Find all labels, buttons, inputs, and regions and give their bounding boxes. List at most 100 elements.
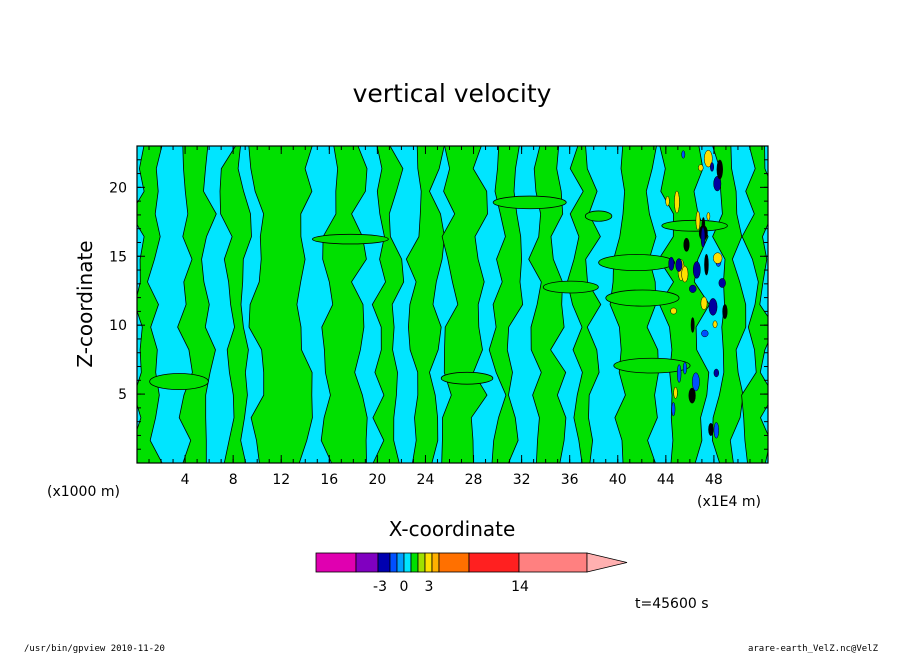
x-tick-label: 28: [465, 472, 483, 488]
positive-velocity-band: [248, 146, 313, 463]
strong-velocity-cell: [703, 149, 713, 168]
plot-area: [137, 146, 768, 463]
strong-velocity-cell: [674, 190, 680, 214]
strong-velocity-cells: [665, 149, 728, 439]
colorbar-segment: [315, 552, 357, 573]
positive-velocity-patch: [149, 373, 209, 391]
strong-velocity-cell: [713, 252, 723, 264]
positive-velocity-band: [320, 146, 368, 463]
time-label: t=45600 s: [635, 596, 709, 612]
positive-velocity-patch: [613, 357, 691, 374]
x-tick-label: 24: [417, 472, 435, 488]
strong-velocity-cell: [713, 422, 720, 439]
strong-velocity-cell: [692, 372, 700, 392]
colorbar-label-0: 0: [400, 579, 409, 595]
colorbar-arrow: [586, 552, 628, 573]
positive-velocity-band: [405, 146, 445, 463]
strong-velocity-cell: [681, 150, 686, 159]
colorbar-segment: [403, 552, 412, 573]
colorbar-segment: [355, 552, 379, 573]
positive-velocity-patch: [542, 280, 599, 294]
y-axis-label: Z-coordinate: [73, 240, 97, 367]
strong-velocity-cell: [683, 237, 690, 252]
strong-velocity-cell: [698, 164, 704, 172]
y-tick-label: 10: [109, 318, 127, 334]
x-axis-label: X-coordinate: [389, 517, 516, 541]
colorbar-segment: [468, 552, 520, 573]
colorbar-label-14: 14: [511, 579, 529, 595]
positive-velocity-patch: [440, 371, 494, 385]
x-tick-label: 20: [368, 472, 386, 488]
strong-velocity-cell: [708, 298, 718, 316]
strong-velocity-cell: [681, 265, 689, 283]
strong-velocity-cell: [700, 226, 706, 248]
positive-velocity-band: [219, 146, 252, 463]
strong-velocity-cell: [718, 278, 726, 288]
colorbar: [315, 552, 628, 573]
colorbar-segment: [424, 552, 433, 573]
colorbar-segment: [410, 552, 419, 573]
footer-left: /usr/bin/gpview 2010-11-20: [24, 644, 165, 654]
strong-velocity-cell: [712, 320, 718, 329]
x-tick-label: 12: [272, 472, 290, 488]
x-tick-label: 32: [513, 472, 531, 488]
positive-velocity-patch: [605, 289, 680, 307]
x-tick-label: 16: [320, 472, 338, 488]
x-tick-label: 8: [229, 472, 238, 488]
strong-velocity-cell: [665, 196, 670, 207]
x-tick-label: 44: [657, 472, 675, 488]
positive-velocity-patch: [584, 210, 613, 222]
positive-velocity-band: [488, 146, 524, 463]
strong-velocity-cell: [710, 162, 714, 172]
strong-velocity-cell: [708, 422, 714, 436]
colorbar-segment: [389, 552, 398, 573]
positive-velocity-patch: [598, 254, 676, 272]
positive-velocity-regions: [137, 146, 768, 463]
strong-velocity-cell: [701, 329, 709, 338]
y-tick-label: 15: [109, 249, 127, 265]
strong-velocity-cell: [670, 307, 677, 315]
strong-velocity-cell: [713, 368, 719, 378]
y-axis: 5 10 15 20: [109, 159, 768, 450]
positive-velocity-patch: [312, 233, 389, 245]
colorbar-segment: [438, 552, 470, 573]
strong-velocity-cell: [688, 387, 696, 404]
strong-velocity-cell: [668, 256, 675, 271]
plot-frame: [136, 145, 769, 464]
y-tick-label: 20: [109, 180, 127, 196]
strong-velocity-cell: [690, 317, 695, 333]
strong-velocity-cell: [682, 361, 687, 375]
strong-velocity-cell: [695, 210, 701, 231]
footer-right: arare-earth_VelZ.nc@VelZ: [748, 644, 879, 654]
x-tick-label: 36: [561, 472, 579, 488]
x-unit-right: (x1E4 m): [697, 494, 761, 510]
strong-velocity-cell: [706, 212, 711, 221]
strong-velocity-cell: [716, 159, 723, 180]
positive-velocity-patch: [661, 219, 728, 232]
colorbar-segment: [431, 552, 440, 573]
colorbar-segment: [396, 552, 405, 573]
strong-velocity-cell: [692, 261, 701, 279]
strong-velocity-cell: [700, 296, 708, 310]
positive-velocity-band: [371, 146, 405, 463]
strong-velocity-cell: [676, 364, 682, 383]
x-tick-label: 4: [181, 472, 190, 488]
strong-velocity-cell: [722, 304, 728, 320]
strong-velocity-cell: [673, 386, 678, 399]
colorbar-segment: [417, 552, 426, 573]
colorbar-label-3: 3: [425, 579, 434, 595]
positive-velocity-band: [741, 146, 768, 463]
colorbar-label-neg3: -3: [373, 579, 387, 595]
colorbar-segment: [377, 552, 391, 573]
positive-velocity-band: [528, 146, 567, 463]
strong-velocity-cell: [671, 402, 676, 417]
strong-velocity-cell: [675, 258, 683, 272]
x-axis: 4 8 12 16 20 24 28 32 36 40 44 48: [148, 146, 763, 488]
x-tick-label: 48: [705, 472, 723, 488]
y-tick-label: 5: [118, 387, 127, 403]
strong-velocity-cell: [704, 253, 709, 276]
positive-velocity-patch: [492, 195, 567, 210]
x-tick-label: 40: [609, 472, 627, 488]
chart-title: vertical velocity: [353, 79, 552, 108]
